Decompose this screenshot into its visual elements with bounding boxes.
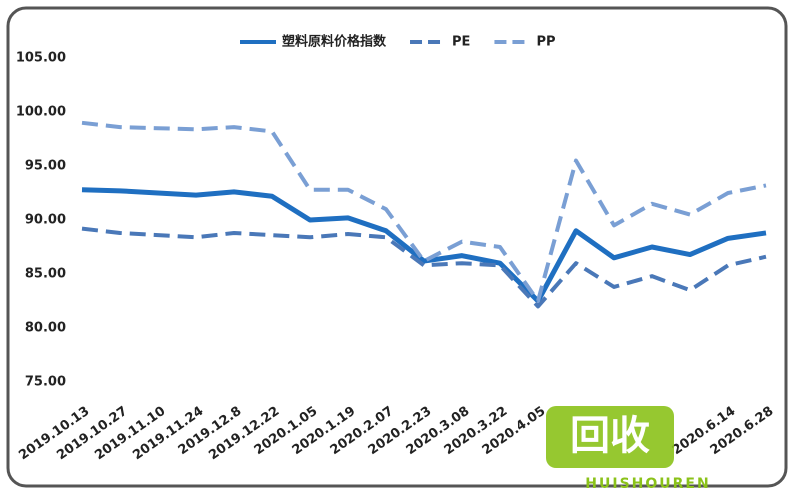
legend-label: PP [536,35,555,50]
y-tick-label: 80.00 [25,321,66,336]
y-tick-label: 100.00 [16,105,66,120]
legend-label: PE [452,35,470,50]
y-tick-label: 105.00 [16,51,66,66]
watermark-box [546,406,674,468]
watermark-text: 回收 [570,413,650,459]
y-tick-label: 95.00 [25,159,66,174]
series-line [81,226,767,309]
legend-label: 塑料原料价格指数 [282,34,387,50]
y-tick-label: 90.00 [25,213,66,228]
series-line [81,120,767,303]
series-line [81,187,767,304]
watermark-subtext: HUISHOUREN [585,476,710,492]
y-tick-label: 75.00 [25,375,66,390]
y-tick-label: 85.00 [25,267,66,282]
